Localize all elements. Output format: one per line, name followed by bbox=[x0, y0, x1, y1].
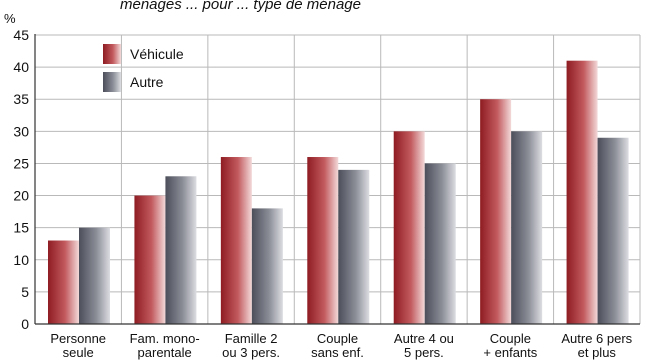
y-tick-label: 5 bbox=[21, 284, 29, 300]
legend-label-vehicule: Véhicule bbox=[130, 46, 184, 62]
category-label: Personne bbox=[50, 331, 106, 346]
category-label: ou 3 pers. bbox=[222, 345, 280, 360]
bar-autre-2 bbox=[251, 208, 283, 324]
y-tick-label: 40 bbox=[13, 59, 29, 75]
bars bbox=[48, 60, 629, 324]
category-label: parentale bbox=[138, 345, 192, 360]
legend: Véhicule Autre bbox=[103, 44, 184, 92]
bar-vehicule-4 bbox=[393, 131, 425, 324]
category-label: seule bbox=[63, 345, 94, 360]
bar-autre-0 bbox=[79, 227, 110, 324]
bar-autre-6 bbox=[597, 137, 629, 324]
y-tick-label: 0 bbox=[21, 316, 29, 332]
bar-vehicule-1 bbox=[134, 195, 166, 324]
bar-vehicule-0 bbox=[48, 240, 79, 324]
y-tick-labels: 0 5 10 15 20 25 30 35 40 45 bbox=[13, 27, 29, 332]
category-label: Autre 6 pers bbox=[561, 331, 632, 346]
bar-vehicule-6 bbox=[566, 60, 598, 324]
legend-label-autre: Autre bbox=[130, 74, 164, 90]
y-tick-label: 30 bbox=[13, 123, 29, 139]
category-label: Couple bbox=[317, 331, 358, 346]
bar-vehicule-3 bbox=[307, 157, 339, 324]
category-label: Couple bbox=[490, 331, 531, 346]
y-tick-label: 15 bbox=[13, 220, 29, 236]
bar-autre-3 bbox=[338, 169, 370, 324]
top-caption: ménages ... pour ... type de ménage bbox=[120, 0, 361, 13]
bar-vehicule-5 bbox=[480, 99, 512, 324]
bar-vehicule-2 bbox=[220, 157, 252, 324]
legend-swatch-vehicule bbox=[103, 44, 121, 64]
category-label: + enfants bbox=[483, 345, 537, 360]
category-label: Autre 4 ou bbox=[394, 331, 454, 346]
category-label: sans enf. bbox=[311, 345, 364, 360]
axes bbox=[34, 34, 640, 325]
y-tick-label: 45 bbox=[13, 27, 29, 43]
y-tick-label: 35 bbox=[13, 91, 29, 107]
category-label: Fam. mono- bbox=[130, 331, 200, 346]
category-label: et plus bbox=[578, 345, 617, 360]
bar-autre-5 bbox=[511, 131, 543, 324]
y-tick-label: 25 bbox=[13, 155, 29, 171]
y-unit-label: % bbox=[4, 11, 16, 26]
category-label: Famille 2 bbox=[225, 331, 278, 346]
legend-swatch-autre bbox=[103, 72, 121, 92]
y-tick-label: 20 bbox=[13, 188, 29, 204]
bar-autre-4 bbox=[424, 163, 456, 324]
bar-autre-1 bbox=[165, 176, 197, 324]
y-tick-label: 10 bbox=[13, 252, 29, 268]
category-label: 5 pers. bbox=[404, 345, 444, 360]
